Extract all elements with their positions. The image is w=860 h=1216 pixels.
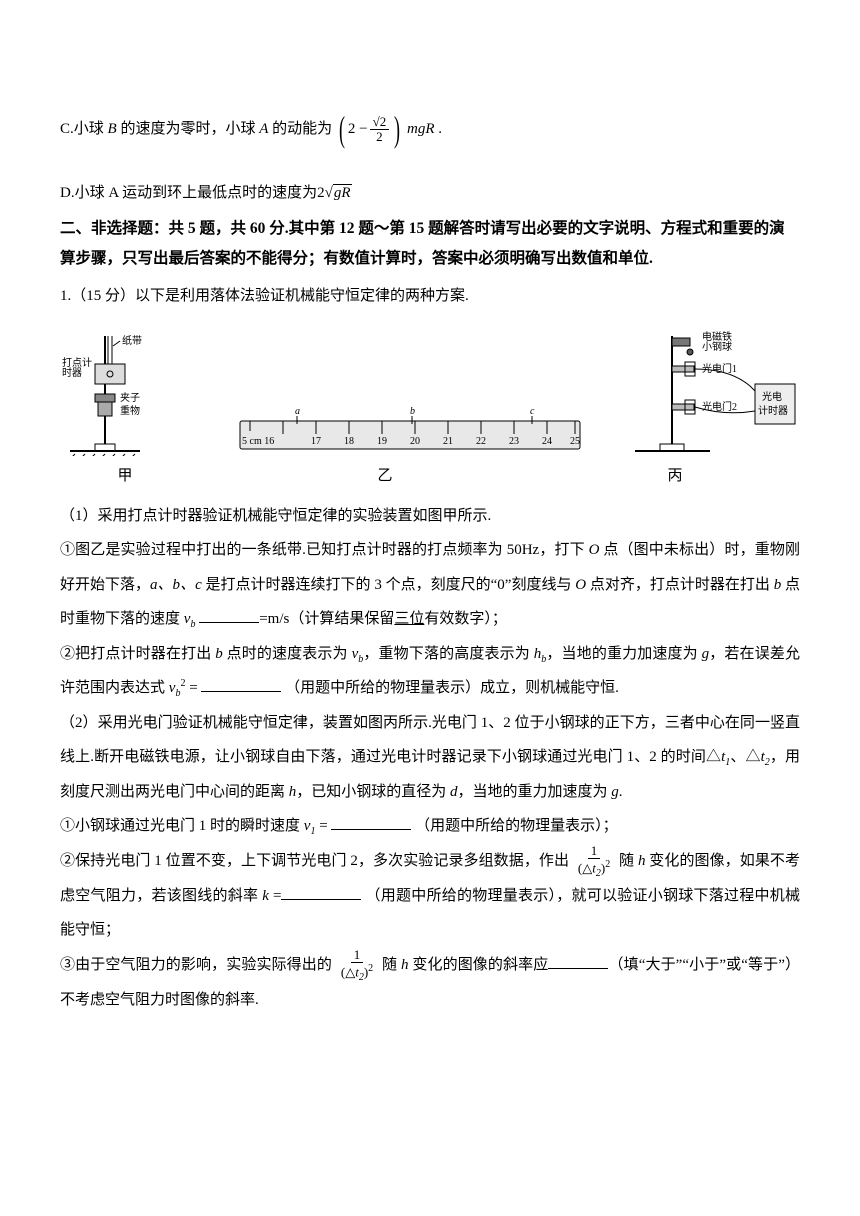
figure-yi: a b c 5 cm 16 17 18 19 20 21 22 23 24 25	[235, 396, 585, 456]
caption-jia: 甲	[60, 460, 190, 493]
caption-bing: 丙	[590, 460, 760, 493]
figure-captions: 甲 乙 丙	[60, 460, 800, 493]
svg-text:b: b	[410, 406, 415, 417]
svg-text:18: 18	[344, 436, 354, 447]
svg-text:夹子: 夹子	[120, 391, 140, 404]
svg-text:24: 24	[542, 436, 552, 447]
q1-head: 1.（15 分）以下是利用落体法验证机械能守恒定律的两种方案.	[60, 279, 800, 314]
svg-text:光电门2: 光电门2	[702, 400, 737, 413]
optd-text: D.小球 A 运动到环上最低点时的速度为2√gR	[60, 177, 352, 210]
svg-text:小钢球: 小钢球	[702, 340, 732, 353]
p6: ②保持光电门 1 位置不变，上下调节光电门 2，多次实验记录多组数据，作出 1(…	[60, 844, 800, 948]
section-title: 二、非选择题：共 5 题，共 60 分.其中第 12 题～第 15 题解答时请写…	[60, 214, 800, 273]
svg-text:光电: 光电	[762, 390, 782, 403]
svg-text:5 cm 16: 5 cm 16	[242, 436, 274, 447]
svg-text:23: 23	[509, 436, 519, 447]
blank-v1	[331, 815, 411, 830]
p1: （1）采用打点计时器验证机械能守恒定律的实验装置如图甲所示.	[60, 499, 800, 534]
optc-text: C.小球 B 的速度为零时，小球 A 的动能为 (2 − √22) mgR .	[60, 90, 442, 169]
svg-text:20: 20	[410, 436, 420, 447]
figure-jia: 纸带 打点计 时器 夹子 重物	[60, 326, 190, 456]
figure-row: 纸带 打点计 时器 夹子 重物 a b c 5 cm 16 17 18 19 20 …	[60, 326, 800, 456]
svg-text:19: 19	[377, 436, 387, 447]
svg-text:25: 25	[570, 436, 580, 447]
svg-text:22: 22	[476, 436, 486, 447]
svg-text:c: c	[530, 406, 535, 417]
svg-text:时器: 时器	[62, 367, 82, 379]
blank-expr	[201, 677, 281, 692]
p7: ③由于空气阻力的影响，实验实际得出的 1(△t2)2 随 h 变化的图像的斜率应…	[60, 948, 800, 1018]
p4: （2）采用光电门验证机械能守恒定律，装置如图丙所示.光电门 1、2 位于小钢球的…	[60, 706, 800, 810]
svg-text:重物: 重物	[120, 404, 140, 417]
p5: ①小钢球通过光电门 1 时的瞬时速度 v1 = （用题中所给的物理量表示）；	[60, 809, 800, 844]
svg-text:计时器: 计时器	[758, 404, 788, 417]
p2: ①图乙是实验过程中打出的一条纸带.已知打点计时器的打点频率为 50Hz，打下 O…	[60, 533, 800, 637]
blank-k	[281, 885, 361, 900]
blank-compare	[548, 954, 608, 969]
blank-vb	[199, 608, 259, 623]
svg-text:21: 21	[443, 436, 453, 447]
svg-text:17: 17	[311, 436, 321, 447]
p3: ②把打点计时器在打出 b 点时的速度表示为 vb，重物下落的高度表示为 hb，当…	[60, 637, 800, 706]
caption-yi: 乙	[210, 460, 560, 493]
figure-bing: 电磁铁 小钢球 光电门1 光电门2 光电 计时器	[630, 326, 800, 456]
svg-text:a: a	[295, 406, 300, 417]
option-d: D.小球 A 运动到环上最低点时的速度为2√gR	[60, 177, 800, 210]
svg-text:光电门1: 光电门1	[702, 362, 737, 375]
option-c: C.小球 B 的速度为零时，小球 A 的动能为 (2 − √22) mgR .	[60, 90, 800, 169]
svg-text:纸带: 纸带	[122, 334, 142, 347]
